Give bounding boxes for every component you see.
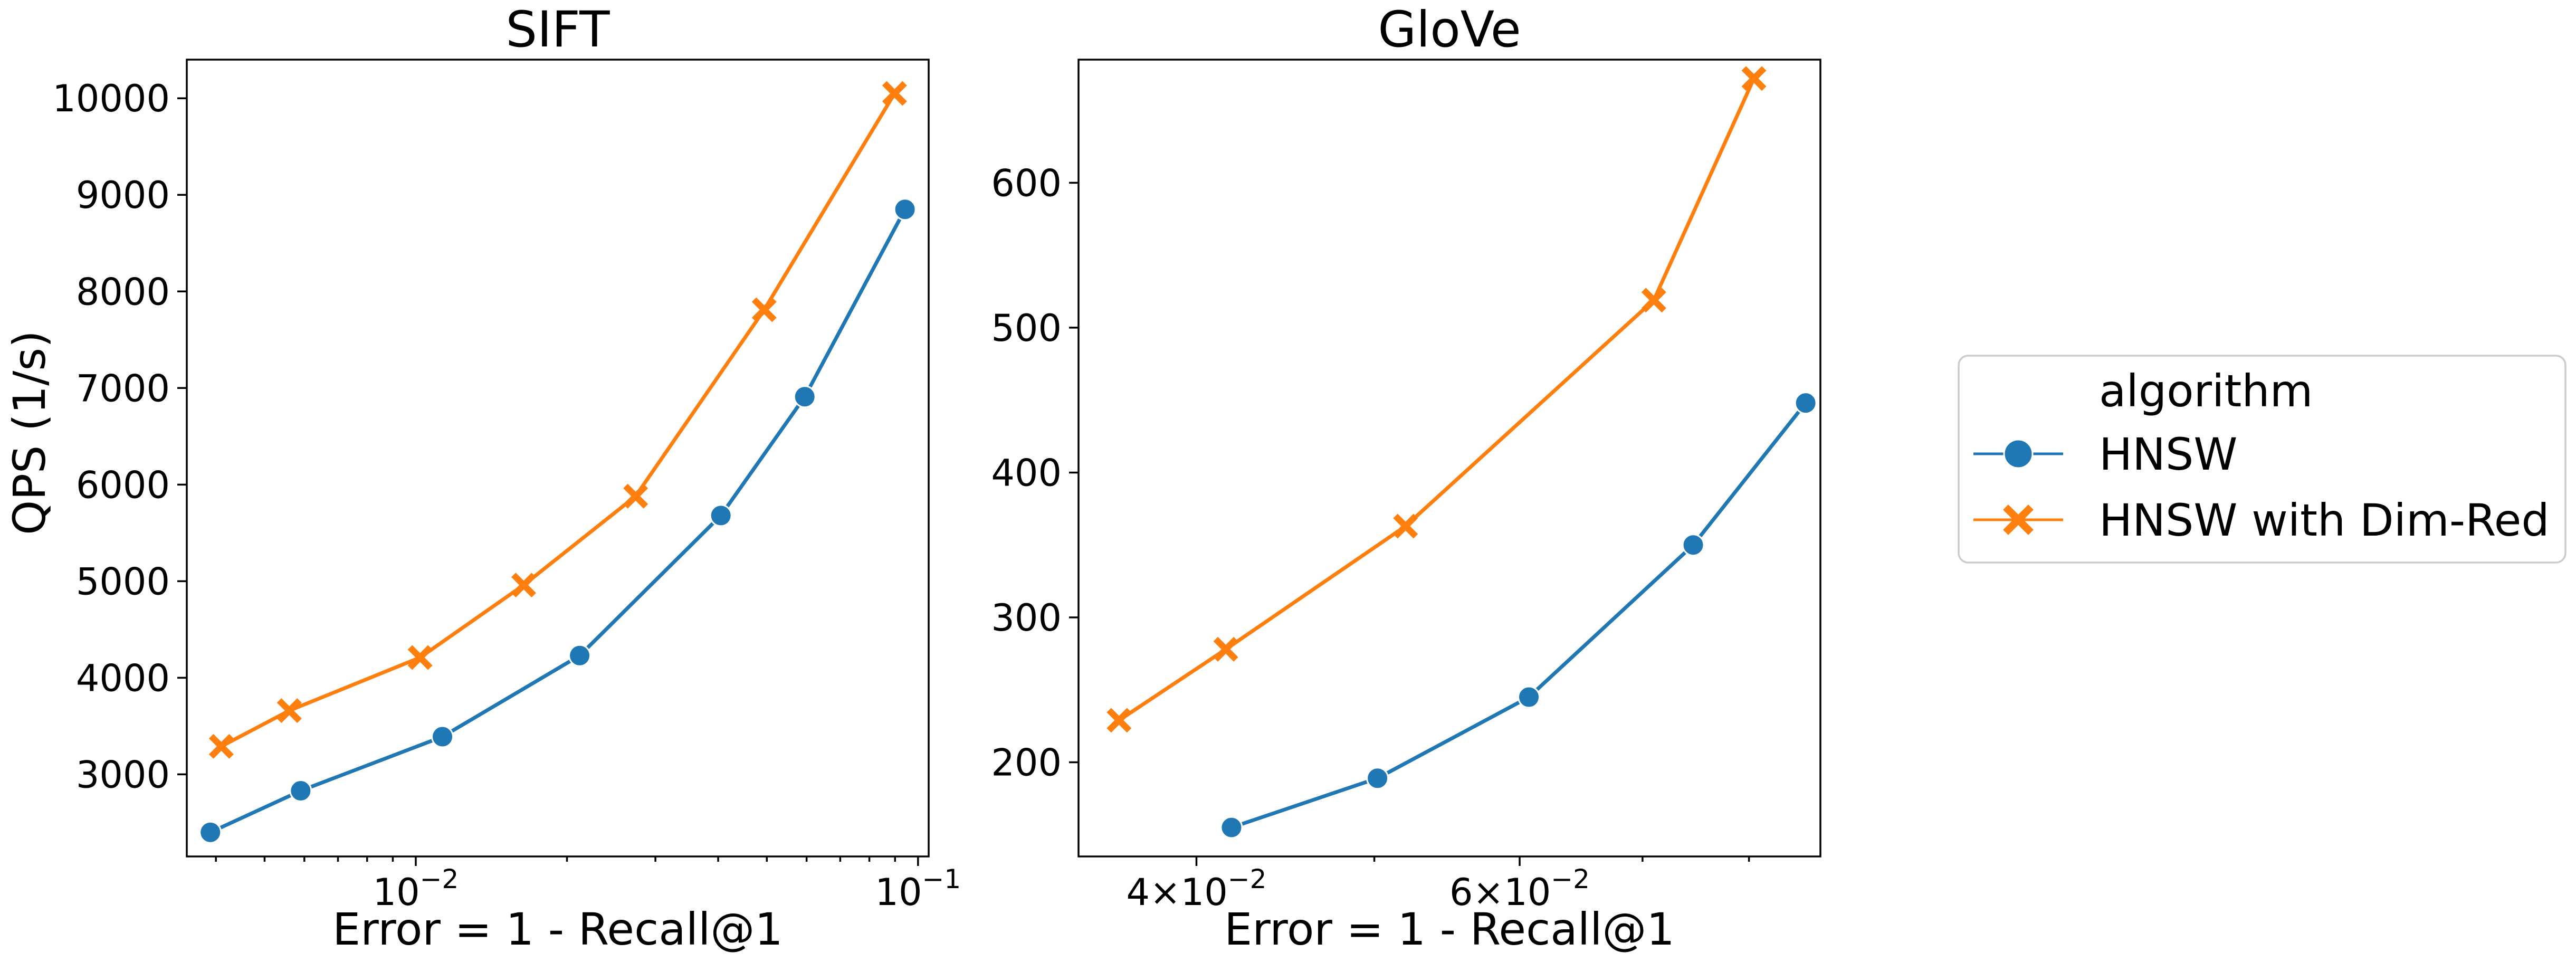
data-point xyxy=(1366,767,1389,790)
legend: algorithm HNSW HNSW with Dim-Red xyxy=(1958,355,2567,564)
data-point xyxy=(511,573,536,598)
data-point xyxy=(1741,66,1767,91)
data-point xyxy=(893,198,917,221)
glove-title: GloVe xyxy=(1378,1,1521,59)
sift-panel: SIFT Error = 1 - Recall@1 QPS (1/s) 3000… xyxy=(4,1,961,955)
glove-panel: GloVe Error = 1 - Recall@1 200 300 400 500 6… xyxy=(991,1,1821,955)
data-point xyxy=(1220,816,1243,839)
data-point xyxy=(1213,636,1238,662)
sift-plot-frame xyxy=(186,59,930,858)
y-tick-label: 600 xyxy=(991,161,1062,205)
y-tick-label: 8000 xyxy=(76,270,170,313)
x-tick-label: 10−1 xyxy=(875,864,961,914)
legend-title: algorithm xyxy=(2099,365,2313,417)
series-line xyxy=(209,208,907,834)
y-tick-label: 500 xyxy=(991,307,1062,350)
y-tick-label: 400 xyxy=(991,451,1062,494)
y-tick-label: 9000 xyxy=(76,174,170,217)
series-line xyxy=(1118,78,1756,722)
y-tick-label: 200 xyxy=(991,741,1062,785)
series-line xyxy=(1230,402,1807,830)
y-tick-label: 300 xyxy=(991,596,1062,640)
legend-dimred-marker xyxy=(2003,504,2034,535)
x-tick-label: 6×10−2 xyxy=(1449,864,1590,914)
y-tick-label: 7000 xyxy=(76,367,170,410)
legend-box xyxy=(1958,355,2567,564)
data-point xyxy=(1682,534,1705,557)
data-point xyxy=(751,297,777,322)
data-point xyxy=(1794,392,1817,415)
data-point xyxy=(1518,685,1541,709)
x-tick-label: 4×10−2 xyxy=(1126,864,1266,914)
sift-x-axis-label: Error = 1 - Recall@1 xyxy=(332,903,783,955)
y-tick-label: 5000 xyxy=(76,560,170,603)
legend-item-dim-red: HNSW with Dim-Red xyxy=(2099,494,2550,546)
sift-series xyxy=(199,81,917,844)
glove-plot-frame xyxy=(1077,59,1821,858)
y-tick-label: 4000 xyxy=(76,656,170,700)
data-point xyxy=(431,725,454,748)
legend-item-hnsw: HNSW xyxy=(2099,428,2237,480)
data-point xyxy=(407,645,433,670)
glove-series xyxy=(1106,66,1817,839)
glove-ticks: 200 300 400 500 600 4×10−2 6×10−2 xyxy=(991,161,1750,914)
data-point xyxy=(1641,288,1666,313)
sift-y-axis-label: QPS (1/s) xyxy=(4,330,55,535)
series-line xyxy=(220,92,896,748)
data-point xyxy=(568,644,591,667)
data-point xyxy=(709,504,732,527)
y-tick-label: 3000 xyxy=(76,753,170,796)
data-point xyxy=(793,385,816,408)
data-point xyxy=(1106,708,1132,733)
y-tick-label: 10000 xyxy=(52,77,170,120)
glove-x-axis-label: Error = 1 - Recall@1 xyxy=(1224,903,1675,955)
y-tick-label: 6000 xyxy=(76,463,170,507)
legend-hnsw-marker xyxy=(2003,439,2034,469)
x-tick-label: 10−2 xyxy=(373,864,459,914)
sift-ticks: 3000 4000 5000 6000 7000 8000 9000 10000 10−2 10−… xyxy=(52,77,961,914)
data-point xyxy=(289,779,312,803)
data-point xyxy=(208,734,234,759)
data-point xyxy=(276,698,302,723)
data-point xyxy=(882,81,907,106)
data-point xyxy=(1393,513,1418,539)
sift-title: SIFT xyxy=(505,1,610,59)
data-point xyxy=(199,821,222,844)
data-point xyxy=(623,483,648,509)
